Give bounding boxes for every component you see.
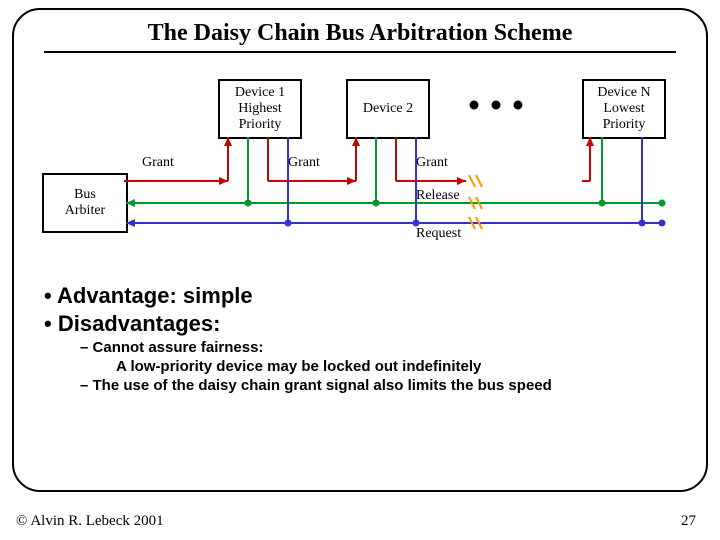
bullet-advantage: • Advantage: simple: [44, 283, 706, 309]
svg-text:Grant: Grant: [288, 155, 320, 170]
bullet-disadvantages: • Disadvantages:: [44, 311, 706, 337]
bullet-fairness-text: Cannot assure fairness:: [93, 339, 264, 356]
svg-text:Grant: Grant: [416, 155, 448, 170]
daisy-chain-diagram: Bus ArbiterDevice 1 Highest PriorityDevi…: [42, 63, 678, 263]
bullet-fairness: – Cannot assure fairness:: [80, 339, 706, 356]
diagram-svg: Release Request Grant Grant Grant: [42, 63, 678, 263]
bullet-list: • Advantage: simple • Disadvantages: – C…: [44, 283, 706, 394]
slide-title: The Daisy Chain Bus Arbitration Scheme: [14, 20, 706, 47]
footer-copyright: © Alvin R. Lebeck 2001: [16, 513, 164, 530]
bullet-speed: – The use of the daisy chain grant signa…: [80, 377, 706, 394]
bullet-disadvantages-text: Disadvantages:: [58, 311, 221, 336]
slide-frame: The Daisy Chain Bus Arbitration Scheme B…: [12, 8, 708, 492]
bullet-advantage-text: Advantage: simple: [57, 283, 253, 308]
title-rule: [44, 51, 676, 53]
svg-text:Release: Release: [416, 188, 460, 203]
bullet-speed-text: The use of the daisy chain grant signal …: [93, 377, 552, 394]
svg-text:Grant: Grant: [142, 155, 174, 170]
footer-page-number: 27: [681, 513, 696, 530]
bullet-lockout: A low-priority device may be locked out …: [116, 358, 706, 375]
svg-text:Request: Request: [416, 226, 461, 241]
